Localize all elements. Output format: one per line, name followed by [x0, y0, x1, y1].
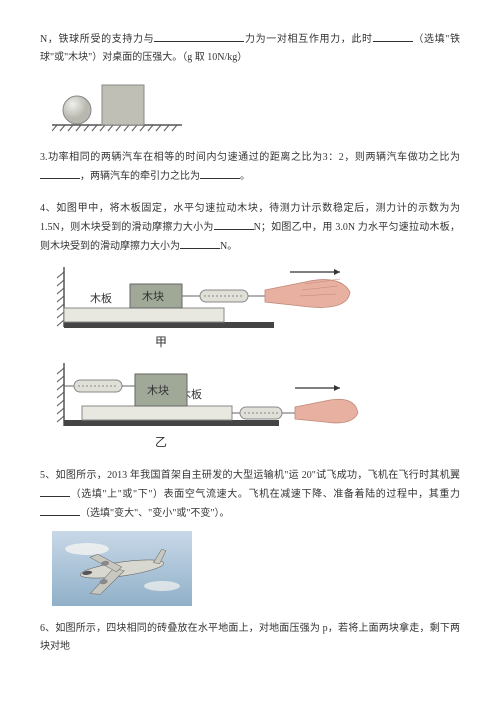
q5-text: 5、如图所示，2013 年我国首架自主研发的大型运输机"运 20"试飞成功，飞机… — [40, 467, 460, 523]
question-5: 5、如图所示，2013 年我国首架自主研发的大型运输机"运 20"试飞成功，飞机… — [40, 467, 460, 606]
q4-blank2[interactable] — [180, 237, 220, 249]
q3-blank2[interactable] — [200, 167, 240, 179]
q4-text: 4、如图甲中，将木板固定，水平匀速拉动木块，待测力计示数稳定后，测力计的示数为为… — [40, 200, 460, 256]
label-block-yi: 木块 — [147, 384, 169, 397]
question-6: 6、如图所示，四块相同的砖叠放在水平地面上，对地面压强为 p，若将上面两块拿走，… — [40, 620, 460, 656]
q5-blank1[interactable] — [40, 485, 70, 497]
question-n: N，铁球所受的支持力与力为一对相互作用力，此时（选填"铁球"或"木块"）对桌面的… — [40, 30, 460, 135]
ball-block-svg — [52, 75, 182, 135]
q5-blank2[interactable] — [40, 504, 80, 516]
q4-figure-jia: 木板 木块 甲 — [40, 262, 460, 352]
q4-c: N。 — [220, 241, 237, 252]
q3-text: 3.功率相同的两辆汽车在相等的时间内匀速通过的距离之比为3：2，则两辆汽车做功之… — [40, 149, 460, 186]
q3-a: 3.功率相同的两辆汽车在相等的时间内匀速通过的距离之比为3：2，则两辆汽车做功之… — [40, 152, 460, 163]
q3-blank1[interactable] — [40, 167, 80, 179]
qn-text: N，铁球所受的支持力与力为一对相互作用力，此时（选填"铁球"或"木块"）对桌面的… — [40, 30, 460, 67]
q4-figure-yi: 木板 木块 乙 — [40, 358, 460, 453]
q3-c: 。 — [240, 171, 250, 182]
q4-jia-svg: 木板 木块 甲 — [40, 262, 360, 352]
q6-text: 6、如图所示，四块相同的砖叠放在水平地面上，对地面压强为 p，若将上面两块拿走，… — [40, 620, 460, 656]
q4-yi-svg: 木板 木块 乙 — [40, 358, 360, 453]
qn-blank1[interactable] — [154, 30, 244, 42]
label-yi: 乙 — [155, 435, 167, 449]
q3-b: ，两辆汽车的牵引力之比为 — [80, 171, 200, 182]
qn-blank2[interactable] — [373, 30, 413, 42]
qn-figure — [52, 75, 460, 135]
q5-b: （选填"上"或"下"）表面空气流速大。飞机在减速下降、准备着陆的过程中，其重力 — [70, 489, 460, 500]
q5-c: （选填"变大"、"变小"或"不变"）。 — [80, 508, 230, 519]
qn-mid1: 力为一对相互作用力，此时 — [244, 34, 372, 45]
q4-blank1[interactable] — [214, 218, 254, 230]
q6-a: 6、如图所示，四块相同的砖叠放在水平地面上，对地面压强为 p，若将上面两块拿走，… — [40, 623, 460, 652]
question-4: 4、如图甲中，将木板固定，水平匀速拉动木块，待测力计示数稳定后，测力计的示数为为… — [40, 200, 460, 453]
plane-svg — [52, 531, 192, 606]
q5-a: 5、如图所示，2013 年我国首架自主研发的大型运输机"运 20"试飞成功，飞机… — [40, 470, 460, 481]
q5-figure — [52, 531, 460, 606]
label-block-jia: 木块 — [142, 290, 164, 303]
label-jia: 甲 — [155, 335, 167, 349]
qn-prefix: N，铁球所受的支持力与 — [40, 34, 154, 45]
label-plank-jia: 木板 — [90, 291, 112, 305]
question-3: 3.功率相同的两辆汽车在相等的时间内匀速通过的距离之比为3：2，则两辆汽车做功之… — [40, 149, 460, 186]
